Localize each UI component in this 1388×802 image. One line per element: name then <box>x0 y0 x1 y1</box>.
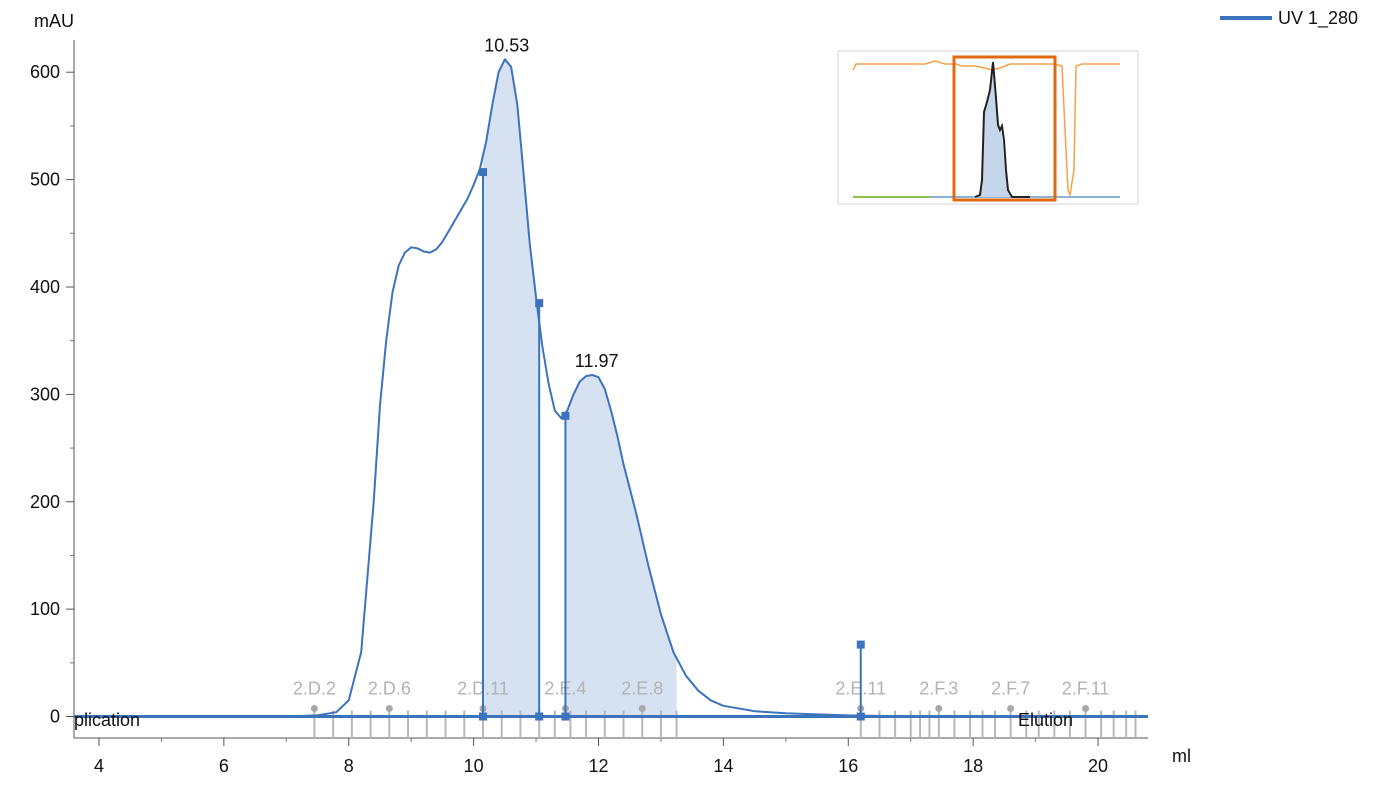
x-tick-label: 8 <box>344 756 354 776</box>
x-tick-label: 18 <box>963 756 983 776</box>
shaded-region <box>565 375 677 717</box>
event-label-left: plication <box>74 710 140 730</box>
integration-markers <box>478 168 865 721</box>
overview-conductivity-line <box>852 60 1120 198</box>
integration-marker-top <box>535 299 544 308</box>
fraction-label: 2.F.11 <box>1062 679 1110 699</box>
legend-label: UV 1_280 <box>1278 8 1358 29</box>
fraction-label: 2.D.6 <box>368 679 411 699</box>
peak-label: 11.97 <box>575 351 619 371</box>
integration-marker-top <box>478 168 487 177</box>
x-tick-label: 16 <box>838 756 858 776</box>
y-tick-label: 0 <box>50 707 60 727</box>
integration-marker-base <box>478 712 487 721</box>
overview-uv-fill <box>978 64 1014 197</box>
uv-280-line <box>74 58 1148 718</box>
fraction-label: 2.D.2 <box>293 679 336 699</box>
y-tick-label: 200 <box>30 492 60 512</box>
fraction-dot <box>935 705 943 713</box>
integration-marker-base <box>535 712 544 721</box>
y-tick-label: 400 <box>30 277 60 297</box>
fraction-label: 2.F.7 <box>991 679 1030 699</box>
fraction-dot <box>638 705 646 713</box>
event-label-right: Elution <box>1018 710 1073 730</box>
x-tick-label: 10 <box>464 756 484 776</box>
fraction-dot <box>385 705 393 713</box>
integration-marker-base <box>561 712 570 721</box>
peak-label: 10.53 <box>484 35 529 55</box>
integration-marker-top <box>856 640 865 649</box>
legend[interactable]: UV 1_280 <box>1220 8 1358 29</box>
x-tick-label: 12 <box>588 756 608 776</box>
y-tick-label: 300 <box>30 384 60 404</box>
fraction-dot <box>1007 705 1015 713</box>
integration-marker-base <box>856 712 865 721</box>
fraction-dot <box>1082 705 1090 713</box>
x-tick-label: 20 <box>1088 756 1108 776</box>
x-tick-label: 4 <box>94 756 104 776</box>
y-tick-label: 600 <box>30 62 60 82</box>
y-tick-label: 500 <box>30 170 60 190</box>
x-tick-label: 6 <box>219 756 229 776</box>
overview-selection-box[interactable] <box>952 55 1057 202</box>
fraction-label: 2.E.8 <box>621 679 663 699</box>
fraction-markers: 2.D.2 2.D.6 2.D.11 2.E.4 2.E.8 2.E.11 2.F.3 2.F… <box>293 679 1137 738</box>
x-tick-label: 14 <box>713 756 733 776</box>
shaded-region <box>483 59 540 717</box>
y-tick-label: 100 <box>30 599 60 619</box>
integration-marker-top <box>561 411 570 420</box>
y-axis-label: mAU <box>34 11 74 31</box>
peak-labels: 10.53 11.97 <box>484 35 618 371</box>
overview-uv-line <box>974 61 1030 198</box>
fraction-label: 2.F.3 <box>919 679 958 699</box>
x-axis-label: ml <box>1172 746 1191 766</box>
series-layer <box>74 58 1148 719</box>
axes: 0 100 200 300 400 500 600 4 6 8 10 12 14 16 18 20 <box>30 40 1148 776</box>
overview-navigator[interactable] <box>837 50 1139 205</box>
fraction-dot <box>310 705 318 713</box>
shaded-regions <box>483 59 677 717</box>
